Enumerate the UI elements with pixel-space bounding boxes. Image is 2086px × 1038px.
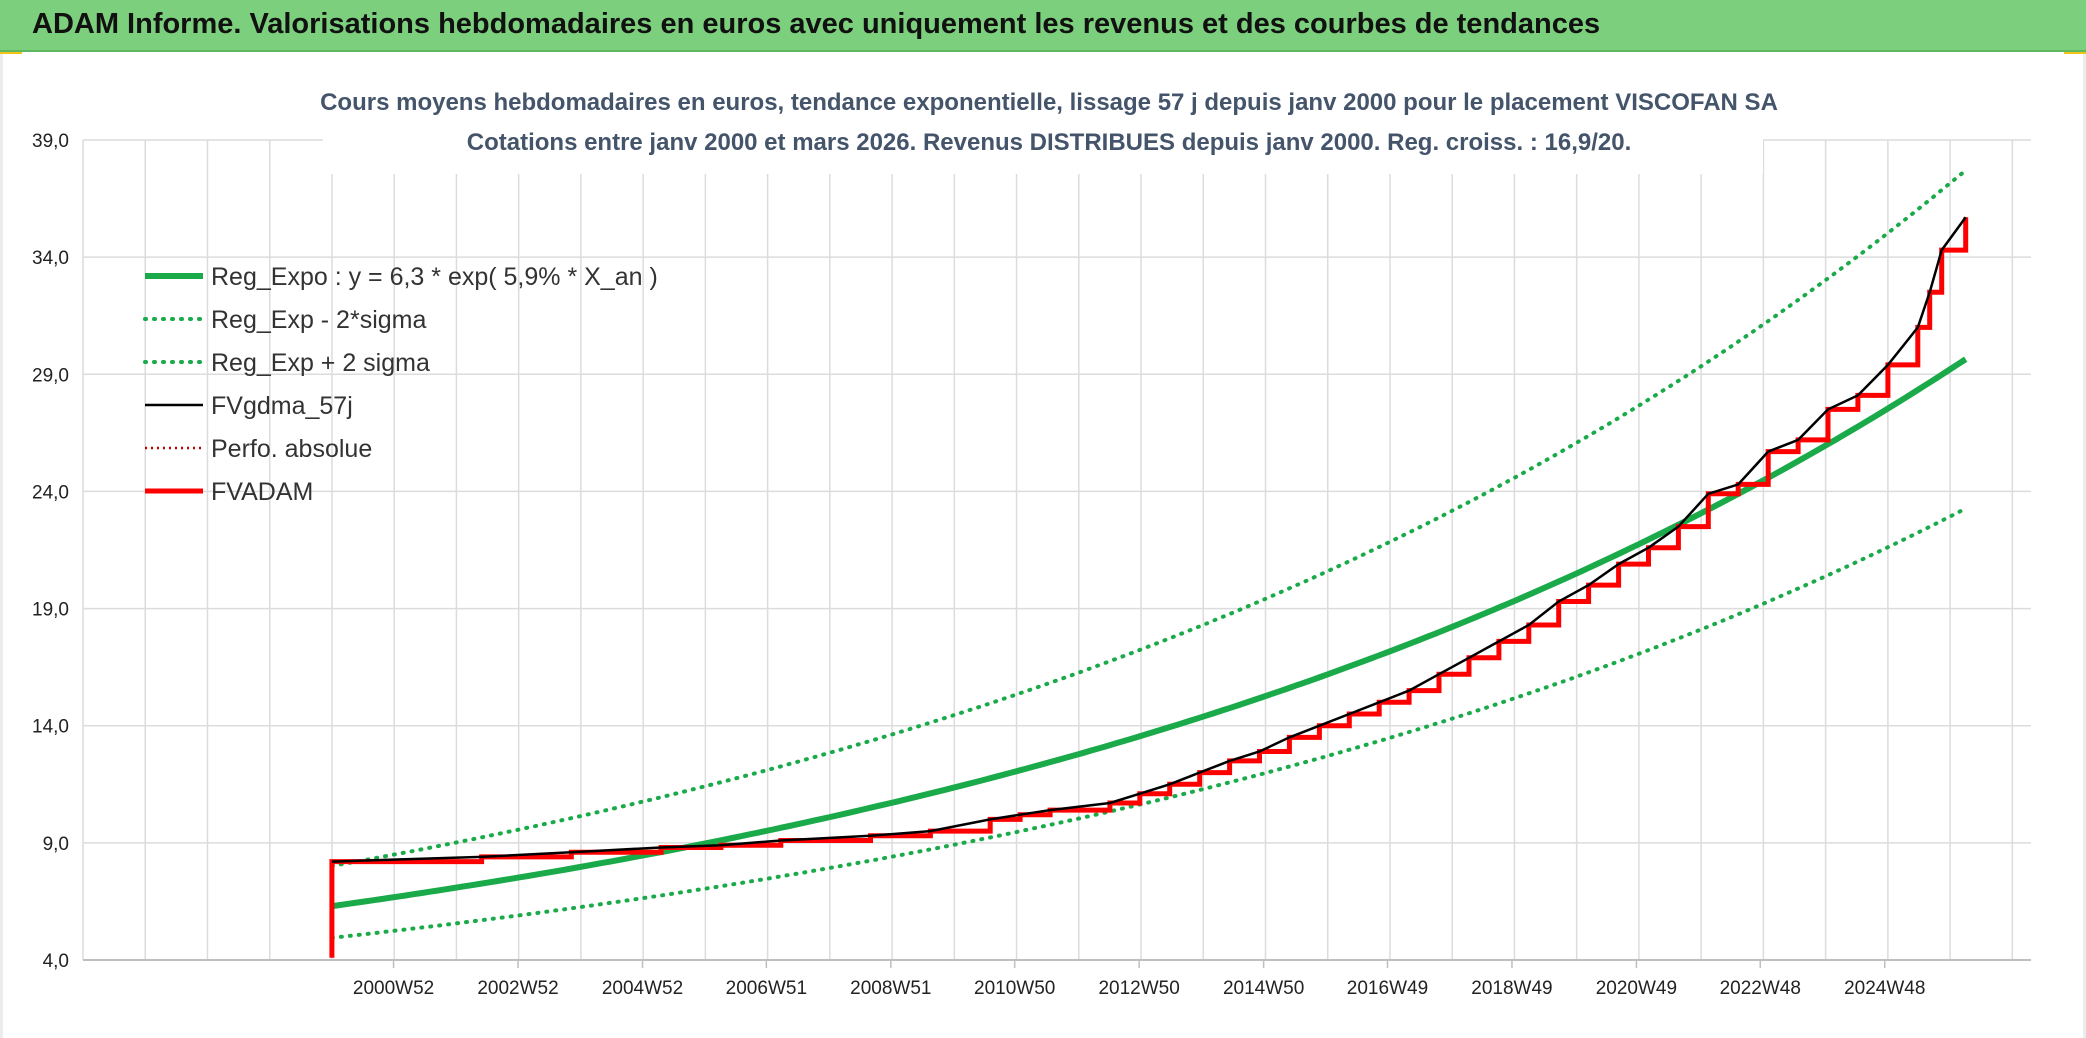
axes: 39,0 34,0 29,0 24,0 19,0 14,0 9,0 4,0 2000W52 200… (32, 131, 2031, 999)
y-tick-label: 29,0 (32, 365, 69, 386)
title-background (323, 76, 1763, 174)
series-line (331, 216, 1967, 863)
y-tick-label: 24,0 (32, 482, 69, 503)
x-tick-label: 2008W51 (850, 978, 931, 999)
x-tick-label: 2014W50 (1223, 978, 1304, 999)
series-line (331, 356, 1968, 910)
x-tick-label: 2012W50 (1098, 978, 1179, 999)
series-group (329, 168, 1969, 958)
x-tick-label: 2020W49 (1596, 978, 1677, 999)
chart-svg: 39,0 34,0 29,0 24,0 19,0 14,0 9,0 4,0 2000W52 200… (32, 76, 2031, 999)
y-tick-label: 14,0 (32, 717, 69, 738)
y-tick-label: 9,0 (43, 834, 69, 855)
y-tick-label: 19,0 (32, 600, 69, 621)
series-line (329, 217, 1969, 958)
series-line (329, 168, 1968, 868)
series-line (329, 506, 1968, 940)
y-tick-label: 4,0 (43, 951, 69, 972)
legend-label: Reg_Exp + 2 sigma (211, 349, 430, 377)
x-tick-label: 2022W48 (1720, 978, 1801, 999)
x-tick-label: 2018W49 (1471, 978, 1552, 999)
legend-label: Reg_Exp - 2*sigma (211, 306, 426, 334)
chart-title-line-2: Cotations entre janv 2000 et mars 2026. … (467, 129, 1632, 156)
legend-label: FVADAM (211, 478, 313, 506)
chart-title-line-1: Cours moyens hebdomadaires en euros, ten… (320, 89, 1778, 116)
page-title-text: ADAM Informe. Valorisations hebdomadaire… (32, 8, 1601, 40)
x-tick-label: 2004W52 (602, 978, 683, 999)
legend-label: Reg_Expo : y = 6,3 * exp( 5,9% * X_an ) (211, 263, 658, 291)
chart-title: Cours moyens hebdomadaires en euros, ten… (320, 76, 1778, 174)
y-tick-label: 34,0 (32, 248, 69, 269)
chart-area: 39,0 34,0 29,0 24,0 19,0 14,0 9,0 4,0 2000W52 200… (0, 54, 2086, 1038)
x-tick-label: 2000W52 (353, 978, 434, 999)
legend-label: FVgdma_57j (211, 392, 353, 420)
page-title: ADAM Informe. Valorisations hebdomadaire… (0, 0, 2086, 52)
grid (82, 139, 2031, 961)
x-tick-label: 2010W50 (974, 978, 1055, 999)
y-tick-label: 39,0 (32, 131, 69, 152)
x-tick-label: 2024W48 (1844, 978, 1925, 999)
x-tick-label: 2002W52 (477, 978, 558, 999)
legend-label: Perfo. absolue (211, 435, 372, 463)
x-tick-label: 2016W49 (1347, 978, 1428, 999)
x-tick-label: 2006W51 (726, 978, 807, 999)
legend: Reg_Expo : y = 6,3 * exp( 5,9% * X_an ) R… (143, 263, 658, 506)
